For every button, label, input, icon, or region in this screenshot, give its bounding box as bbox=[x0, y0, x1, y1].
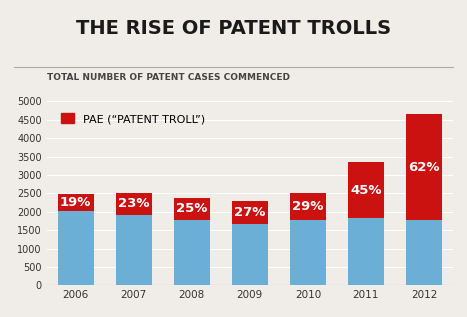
Bar bbox=[348, 218, 384, 285]
Bar bbox=[174, 220, 210, 285]
Bar bbox=[290, 219, 326, 285]
Text: 19%: 19% bbox=[60, 196, 92, 209]
Bar bbox=[232, 201, 268, 223]
Bar bbox=[406, 114, 442, 220]
Bar bbox=[232, 223, 268, 285]
Text: TOTAL NUMBER OF PATENT CASES COMMENCED: TOTAL NUMBER OF PATENT CASES COMMENCED bbox=[47, 73, 290, 82]
Bar bbox=[58, 194, 94, 211]
Text: 23%: 23% bbox=[118, 197, 149, 210]
Text: 25%: 25% bbox=[176, 202, 207, 215]
Bar bbox=[116, 215, 152, 285]
Bar bbox=[348, 163, 384, 218]
Bar bbox=[58, 211, 94, 285]
Text: THE RISE OF PATENT TROLLS: THE RISE OF PATENT TROLLS bbox=[76, 19, 391, 38]
Text: 45%: 45% bbox=[350, 184, 382, 197]
Text: 29%: 29% bbox=[292, 200, 324, 213]
Text: 62%: 62% bbox=[408, 161, 440, 174]
Bar bbox=[174, 198, 210, 220]
Legend: PAE (“PATENT TROLL”): PAE (“PATENT TROLL”) bbox=[57, 109, 210, 128]
Bar bbox=[406, 220, 442, 285]
Text: 27%: 27% bbox=[234, 206, 266, 219]
Bar bbox=[290, 193, 326, 219]
Bar bbox=[116, 193, 152, 215]
